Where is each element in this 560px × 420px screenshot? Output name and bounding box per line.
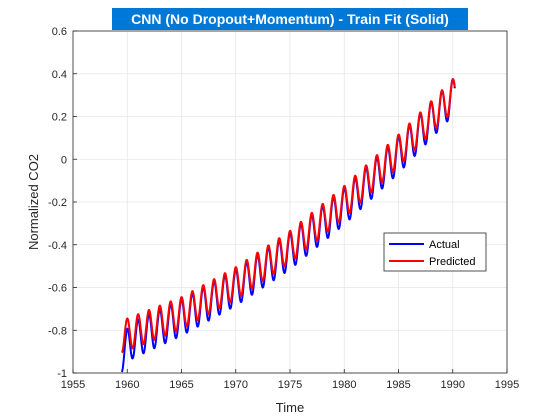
- y-tick-label: 0.2: [52, 112, 67, 124]
- x-tick-label: 1995: [495, 379, 519, 391]
- legend-box: [383, 232, 487, 272]
- y-tick-label: -0.8: [48, 325, 67, 337]
- y-axis-label: Normalized CO2: [26, 154, 41, 250]
- ticks: 1955 1960 1965 1970 1975 1980 1985 1990 1995 -1 -0…: [48, 26, 519, 391]
- x-tick-label: 1975: [278, 379, 302, 391]
- legend-label-predicted: Predicted: [429, 256, 475, 268]
- y-tick-label: -1: [57, 368, 67, 380]
- series-line-predicted: [121, 78, 456, 354]
- y-tick-label: -0.6: [48, 283, 67, 295]
- x-axis-label: Time: [276, 400, 304, 415]
- x-tick-label: 1980: [332, 379, 356, 391]
- legend: Actual Predicted: [383, 232, 487, 272]
- y-tick-label: 0: [61, 154, 67, 166]
- y-tick-label: 0.4: [52, 69, 67, 81]
- legend-label-actual: Actual: [429, 239, 460, 251]
- y-tick-label: -0.2: [48, 197, 67, 209]
- chart-title: CNN (No Dropout+Momentum) - Train Fit (S…: [131, 11, 449, 27]
- x-tick-label: 1955: [61, 379, 85, 391]
- x-tick-label: 1970: [224, 379, 248, 391]
- y-tick-label: 0.6: [52, 26, 67, 38]
- series-layer: [120, 78, 456, 373]
- x-tick-label: 1985: [386, 379, 410, 391]
- x-tick-label: 1990: [441, 379, 465, 391]
- x-tick-label: 1960: [115, 379, 139, 391]
- y-tick-label: -0.4: [48, 240, 67, 252]
- title-highlight: [112, 8, 468, 30]
- x-tick-label: 1965: [169, 379, 193, 391]
